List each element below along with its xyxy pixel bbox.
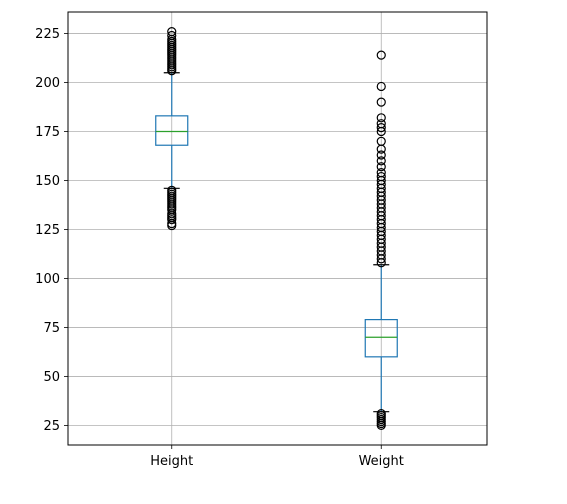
outlier-point <box>167 26 177 37</box>
grid-layer <box>68 12 487 445</box>
outlier-point <box>376 150 386 160</box>
outlier-point <box>376 122 386 133</box>
plot-frame <box>67 11 488 446</box>
x-tick-label: Height <box>150 454 193 469</box>
outlier-point <box>376 113 386 123</box>
y-tick-label: 175 <box>35 125 60 140</box>
y-tick-label: 25 <box>43 419 60 434</box>
outlier-point <box>167 30 177 41</box>
outlier-point <box>376 409 386 419</box>
x-tick-label: Weight <box>359 454 404 469</box>
outlier-point <box>376 168 386 178</box>
outlier-point <box>376 50 386 60</box>
y-tick-label: 100 <box>35 272 60 287</box>
axis-layer: 25 50 75 100 125 150 175 200 225 Height Weight <box>35 11 488 469</box>
y-tick-label: 50 <box>43 370 60 385</box>
box-weight <box>364 50 398 431</box>
y-tick-label: 125 <box>35 223 60 238</box>
iqr-box <box>155 115 189 146</box>
iqr-box <box>364 319 398 358</box>
outlier-point <box>376 81 386 92</box>
y-tick-label: 225 <box>35 27 60 42</box>
outlier-point <box>376 97 386 107</box>
outlier-point <box>376 162 386 172</box>
y-tick-label: 200 <box>35 76 60 91</box>
y-tick-label: 75 <box>43 321 60 336</box>
outlier-point <box>376 156 386 166</box>
box-layer <box>155 26 398 431</box>
outlier-point <box>376 171 386 182</box>
outlier-point <box>376 119 386 129</box>
box-height <box>155 26 189 231</box>
outlier-point <box>376 136 386 146</box>
outlier-point <box>167 185 177 195</box>
y-tick-label: 150 <box>35 174 60 189</box>
